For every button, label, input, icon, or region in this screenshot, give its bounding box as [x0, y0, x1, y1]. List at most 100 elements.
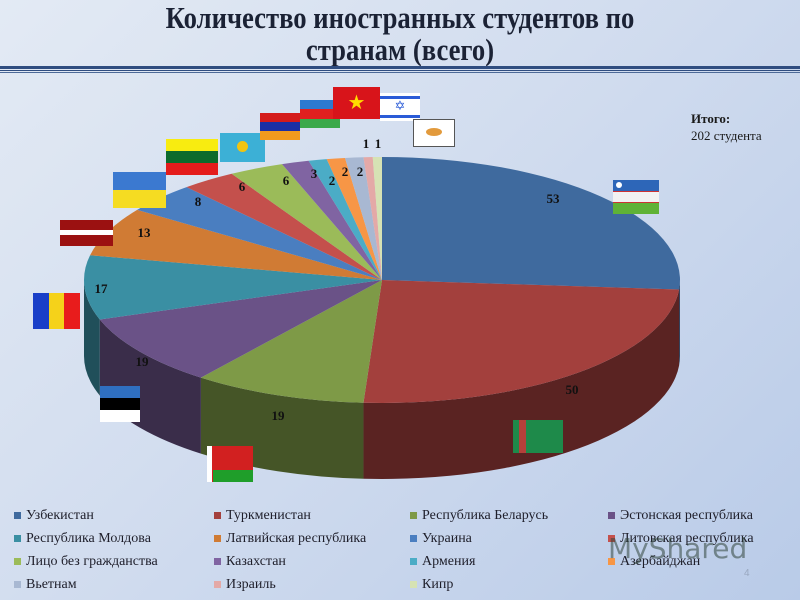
legend-label: Лицо без гражданства	[26, 554, 158, 569]
data-label: 13	[138, 225, 152, 240]
legend-label: Республика Молдова	[26, 531, 151, 546]
legend-label: Кипр	[422, 577, 454, 592]
data-label: 53	[547, 191, 561, 206]
data-label: 6	[239, 179, 246, 194]
title-divider-thin	[0, 70, 800, 71]
data-label: 3	[311, 166, 318, 181]
legend-label: Вьетнам	[26, 577, 77, 592]
pie-slice	[90, 209, 383, 280]
pie-slice	[363, 157, 382, 280]
legend-swatch-icon	[410, 558, 417, 566]
pie-slice	[372, 157, 382, 280]
slide-title: Количество иностранных студентов по стра…	[56, 2, 744, 66]
title-line-2: странам (всего)	[305, 32, 495, 67]
legend-item: Литовская республика	[608, 531, 754, 547]
latvia-flag-icon	[60, 220, 113, 246]
pie-side-wall	[84, 280, 100, 396]
legend-item: Туркменистан	[214, 508, 311, 524]
data-label: 6	[283, 173, 290, 188]
legend-swatch-icon	[608, 512, 615, 520]
legend-item: Армения	[410, 554, 475, 570]
legend-swatch-icon	[14, 535, 21, 543]
pie-slice	[282, 160, 382, 280]
legend-item: Республика Беларусь	[410, 508, 548, 524]
legend-swatch-icon	[214, 558, 221, 566]
pie-slice	[363, 280, 680, 403]
legend-item: Израиль	[214, 577, 276, 593]
legend-item: Республика Молдова	[14, 531, 151, 547]
moldova-flag-icon	[33, 293, 80, 329]
legend-item: Узбекистан	[14, 508, 94, 524]
pie-slice	[326, 157, 382, 280]
title-divider	[0, 66, 800, 69]
vietnam-flag-icon: ★	[333, 87, 380, 119]
legend-swatch-icon	[608, 535, 615, 543]
legend-label: Армения	[422, 554, 476, 569]
belarus-flag-icon	[207, 446, 253, 482]
data-label: 50	[566, 382, 579, 397]
legend-swatch-icon	[410, 535, 417, 543]
pie-slice	[345, 157, 382, 280]
legend-label: Эстонская республика	[620, 508, 753, 523]
title-line-1: Количество иностранных студентов по	[165, 0, 635, 35]
total-label: Итого:	[691, 111, 731, 126]
data-label: 17	[95, 281, 109, 296]
legend-swatch-icon	[14, 581, 21, 589]
legend-label: Узбекистан	[26, 508, 94, 523]
legend-item: Лицо без гражданства	[14, 554, 158, 570]
uzbekistan-flag-icon	[613, 180, 659, 214]
cyprus-flag-icon	[413, 119, 455, 147]
legend-label: Литовская республика	[620, 531, 754, 546]
legend-swatch-icon	[214, 535, 221, 543]
pie-slice	[200, 280, 382, 403]
legend-item: Украина	[410, 531, 472, 547]
pie-slice	[382, 157, 680, 290]
legend-label: Азербайджан	[620, 554, 701, 569]
legend-label: Республика Беларусь	[422, 508, 549, 523]
legend-swatch-icon	[14, 512, 21, 520]
pie-slice	[186, 173, 382, 280]
pie-slice	[231, 164, 382, 280]
legend-swatch-icon	[410, 512, 417, 520]
page-number: 4	[744, 568, 750, 579]
legend-item: Кипр	[410, 577, 453, 593]
legend-item: Эстонская республика	[608, 508, 753, 524]
data-label: 19	[272, 408, 286, 423]
legend-item: Вьетнам	[14, 577, 77, 593]
pie-slice	[84, 255, 382, 320]
legend-swatch-icon	[214, 581, 221, 589]
kazakhstan-flag-icon	[220, 133, 265, 162]
pie-side-wall	[679, 280, 680, 366]
pie-slice	[308, 159, 382, 280]
pie-slice	[99, 280, 382, 378]
legend-label: Туркменистан	[226, 508, 311, 523]
lithuania-flag-icon	[166, 139, 218, 175]
data-label: 19	[136, 354, 150, 369]
legend-item: Казахстан	[214, 554, 286, 570]
legend-label: Латвийская республика	[226, 531, 367, 546]
turkmenistan-flag-icon	[513, 420, 563, 453]
pie-side-wall	[99, 319, 201, 454]
azerbaijan-flag-icon	[300, 100, 340, 128]
data-label: 1	[363, 136, 370, 151]
estonia-flag-icon	[100, 386, 140, 422]
legend-swatch-icon	[410, 581, 417, 589]
legend-swatch-icon	[14, 558, 21, 566]
legend-label: Израиль	[226, 577, 276, 592]
israel-flag-icon: ✡	[380, 93, 420, 121]
legend-swatch-icon	[608, 558, 615, 566]
legend-item: Азербайджан	[608, 554, 700, 570]
armenia-flag-icon	[260, 113, 300, 140]
legend-label: Казахстан	[226, 554, 286, 569]
data-label: 2	[329, 173, 336, 188]
total-annotation: Итого: 202 студента	[691, 110, 762, 144]
total-value: 202 студента	[691, 128, 762, 143]
watermark: MyShared	[608, 532, 748, 565]
data-label: 1	[375, 136, 382, 151]
legend-label: Украина	[422, 531, 472, 546]
data-label: 8	[195, 194, 202, 209]
title-divider-thin-2	[0, 72, 800, 73]
data-label: 2	[357, 164, 364, 179]
pie-side-wall	[363, 289, 680, 479]
